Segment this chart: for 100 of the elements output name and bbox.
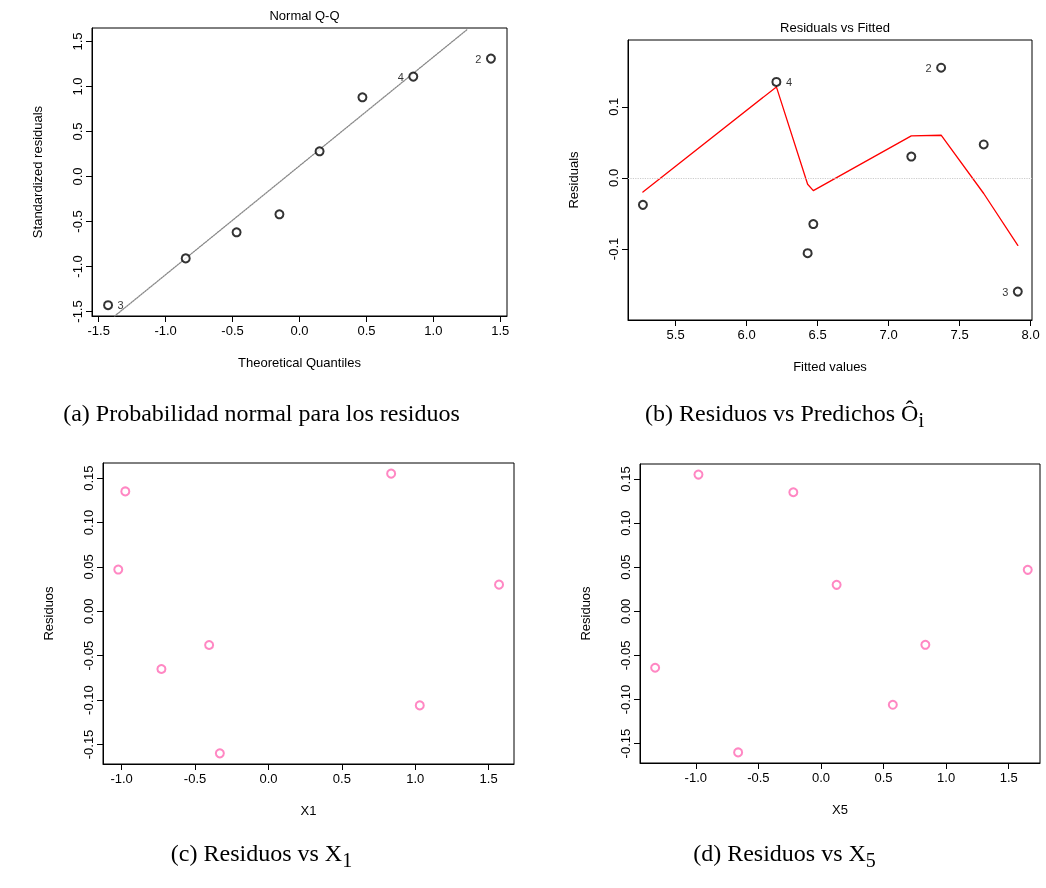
y-tick-label: 1.0: [70, 77, 85, 96]
point: [357, 92, 368, 103]
point: [1022, 564, 1033, 575]
x-tick-label: 6.5: [808, 327, 827, 342]
point: [802, 248, 813, 259]
point: [408, 71, 419, 82]
y-tick-label: -0.15: [618, 728, 633, 759]
y-tick-label: -0.15: [81, 729, 96, 760]
y-axis-title: Standardized residuals: [30, 105, 45, 239]
point: [103, 300, 114, 311]
x-tick-label: 7.5: [950, 327, 969, 342]
point: [1012, 286, 1023, 297]
chart-title: Normal Q-Q: [269, 8, 340, 23]
x-tick-label: 1.5: [999, 770, 1018, 785]
point: [906, 151, 917, 162]
point: [485, 53, 496, 64]
x-tick-label: 0.5: [874, 770, 893, 785]
point: [494, 579, 505, 590]
x-tick-label: -1.0: [110, 771, 133, 786]
point: [414, 700, 425, 711]
point: [214, 748, 225, 759]
y-tick-label: 0.00: [618, 598, 633, 624]
annotation: 3: [1002, 285, 1009, 298]
text: (b) Residuos vs Predichos Ô$_{i}$: [644, 400, 925, 432]
x-tick-label: 6.0: [737, 327, 756, 342]
y-tick-label: 0.15: [81, 465, 96, 491]
point: [771, 76, 782, 87]
y-axis-title: Residuos: [578, 585, 593, 641]
point: [887, 699, 898, 710]
y-tick-label: -0.10: [81, 685, 96, 715]
point: [120, 486, 131, 497]
y-tick-label: -0.05: [618, 640, 633, 671]
y-tick-label: 0.10: [618, 510, 633, 536]
x-tick-label: -0.5: [183, 771, 207, 786]
y-tick-label: 0.00: [81, 598, 96, 624]
point: [204, 640, 215, 651]
y-tick-label: -1.0: [70, 255, 85, 278]
x-axis-title: Fitted values: [793, 359, 868, 374]
y-tick-label: -0.1: [606, 237, 621, 261]
point: [978, 139, 989, 150]
x-axis-title: X1: [300, 803, 317, 818]
x-tick-label: 8.0: [1021, 327, 1040, 342]
annotation: 3: [117, 299, 124, 312]
x-tick-label: 0.5: [332, 771, 351, 786]
point: [920, 639, 931, 650]
y-tick-label: -0.5: [70, 210, 85, 233]
point: [733, 747, 744, 758]
text: (c) Residuos vs X$_{1}$: [169, 840, 354, 872]
x-tick-label: 0.0: [811, 770, 831, 785]
point: [650, 662, 661, 673]
y-tick-label: 0.0: [70, 167, 85, 186]
annotation: 2: [475, 52, 482, 65]
y-tick-label: 1.5: [70, 32, 85, 51]
x-tick-label: 1.5: [491, 323, 510, 338]
x-tick-label: 1.0: [424, 323, 443, 338]
point: [637, 199, 648, 210]
x-tick-label: -1.0: [154, 323, 177, 338]
point: [788, 487, 799, 498]
point: [831, 579, 842, 590]
annotation: 4: [785, 75, 793, 88]
y-tick-label: 0.05: [618, 554, 633, 580]
x-tick-label: -0.5: [747, 770, 770, 785]
x-tick-label: -1.0: [684, 770, 708, 785]
text: (a) Probabilidad normal para los residuos: [62, 400, 461, 427]
x-tick-label: 1.0: [406, 771, 425, 786]
x-axis-title: X5: [832, 802, 848, 817]
point: [936, 62, 947, 73]
x-axis-title: Theoretical Quantiles: [238, 355, 362, 370]
y-tick-label: -1.5: [70, 300, 85, 323]
point: [231, 227, 242, 238]
y-tick-label: 0.10: [81, 509, 96, 536]
annotation: 4: [397, 70, 404, 83]
y-tick-label: 0.1: [606, 97, 621, 116]
y-tick-label: -0.05: [81, 640, 96, 671]
point: [314, 146, 325, 157]
point: [693, 469, 704, 480]
y-axis-title: Residuals: [566, 150, 581, 209]
y-tick-label: -0.10: [618, 684, 633, 715]
x-tick-label: 0.0: [259, 771, 278, 786]
point: [808, 219, 819, 230]
point: [113, 564, 124, 575]
x-tick-label: 1.0: [937, 770, 956, 785]
y-tick-label: 0.5: [70, 122, 85, 141]
x-tick-label: -0.5: [221, 323, 244, 338]
text: (d) Residuos vs X$_{5}$: [692, 840, 877, 872]
y-tick-label: 0.05: [81, 554, 96, 580]
annotation: 2: [925, 61, 932, 74]
y-axis-title: Residuos: [41, 585, 56, 641]
x-tick-label: 0.0: [290, 323, 309, 338]
y-tick-label: 0.0: [606, 168, 621, 187]
x-tick-label: 7.0: [879, 327, 898, 342]
point: [180, 253, 191, 264]
point: [156, 664, 167, 674]
chart-title: Residuals vs Fitted: [780, 20, 890, 35]
x-tick-label: 5.5: [666, 327, 685, 342]
point: [274, 209, 285, 220]
y-tick-label: 0.15: [618, 466, 633, 492]
x-tick-label: 1.5: [479, 771, 498, 786]
x-tick-label: 0.5: [357, 323, 376, 338]
point: [386, 468, 397, 479]
